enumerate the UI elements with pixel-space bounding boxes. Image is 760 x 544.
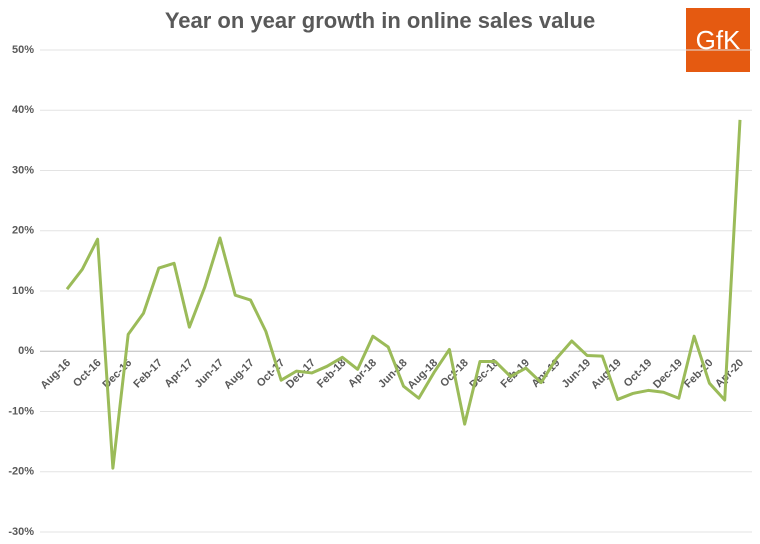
y-tick-label: -20% (8, 466, 34, 478)
y-tick-label: 10% (12, 285, 34, 297)
y-tick-label: 0% (18, 345, 34, 357)
line (65, 119, 742, 470)
y-tick-label: 30% (12, 164, 34, 176)
chart-title: Year on year growth in online sales valu… (165, 8, 595, 33)
y-tick-label: -10% (8, 405, 34, 417)
y-tick-label: 40% (12, 104, 34, 116)
y-tick-label: 50% (12, 44, 34, 56)
y-tick-label: -30% (8, 526, 34, 538)
logo-box (686, 8, 750, 72)
y-tick-label: 20% (12, 225, 34, 237)
